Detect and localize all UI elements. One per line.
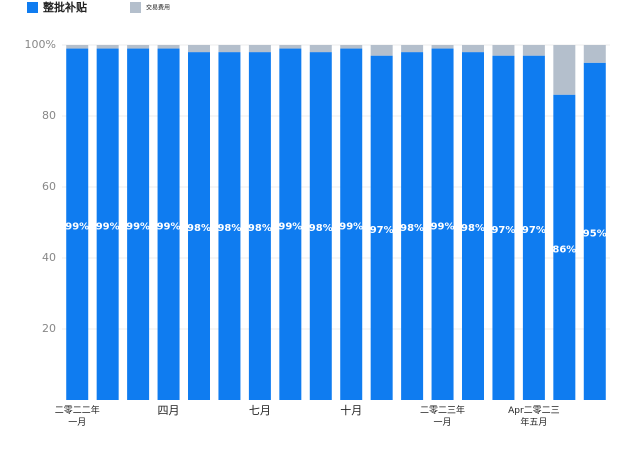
value-label: 97%: [522, 225, 546, 236]
y-tick-label: 80: [42, 109, 56, 122]
legend-swatch: [130, 2, 141, 13]
bar-segment: [431, 45, 454, 49]
value-label: 95%: [583, 228, 607, 239]
bar-segment: [401, 45, 424, 53]
bar-segment: [309, 45, 332, 53]
y-tick-label: 40: [42, 251, 56, 264]
x-tick-label: Apr二零二三年五月: [508, 406, 560, 428]
value-label: 97%: [370, 225, 394, 236]
bar-segment: [218, 45, 241, 53]
value-label: 98%: [187, 223, 211, 234]
bar-segment: [188, 45, 210, 53]
bar-segment: [340, 45, 363, 49]
y-tick-label: 20: [42, 322, 56, 335]
bar-segment: [248, 52, 271, 400]
value-label: 99%: [65, 221, 89, 232]
value-label: 99%: [96, 221, 120, 232]
bar-segment: [127, 45, 150, 49]
x-tick-label: 十月: [340, 404, 363, 417]
bar-segment: [157, 45, 180, 49]
value-label: 97%: [491, 225, 515, 236]
value-label: 99%: [157, 221, 181, 232]
legend-label: 整批补贴: [42, 0, 87, 14]
value-label: 98%: [217, 223, 241, 234]
bar-segment: [553, 94, 576, 400]
bar-segment: [401, 52, 424, 400]
legend-label: 交易费用: [146, 4, 170, 12]
bar-segment: [583, 62, 606, 400]
x-tick-label: 二零二二年一月: [54, 406, 100, 428]
y-tick-label: 100%: [25, 38, 56, 51]
bar-segment: [157, 48, 180, 401]
bar-segment: [522, 55, 545, 401]
bar-segment: [370, 45, 393, 56]
x-tick-label: 七月: [248, 404, 271, 417]
value-label: 98%: [461, 223, 485, 234]
bar-segment: [218, 52, 241, 400]
bar-segment: [492, 55, 515, 401]
value-label: 98%: [400, 223, 424, 234]
bar-segment: [66, 48, 89, 401]
value-label: 86%: [552, 244, 576, 255]
bar-segment: [431, 48, 454, 401]
bar-segment: [96, 45, 119, 49]
bar-segment: [309, 52, 332, 400]
x-tick-label: 二零二三年一月: [420, 406, 466, 428]
value-label: 99%: [431, 221, 455, 232]
legend-swatch: [27, 2, 38, 13]
bar-segment: [66, 45, 89, 49]
value-label: 99%: [126, 221, 150, 232]
bar-segment: [553, 45, 576, 95]
value-label: 98%: [309, 223, 333, 234]
value-label: 99%: [339, 221, 363, 232]
bar-segment: [583, 45, 606, 63]
bar-segment: [462, 45, 484, 53]
bar-segment: [279, 48, 302, 401]
bar-segment: [127, 48, 150, 401]
bar-segment: [492, 45, 515, 56]
bar-segment: [96, 48, 119, 401]
bar-segment: [462, 52, 484, 400]
value-label: 98%: [248, 223, 272, 234]
bar-segment: [370, 55, 393, 401]
bar-segment: [188, 52, 210, 400]
x-tick-label: 四月: [157, 404, 180, 417]
y-tick-label: 60: [42, 180, 56, 193]
bar-segment: [279, 45, 302, 49]
value-label: 99%: [278, 221, 302, 232]
bar-segment: [522, 45, 545, 56]
bar-segment: [248, 45, 271, 53]
bar-segment: [340, 48, 363, 401]
